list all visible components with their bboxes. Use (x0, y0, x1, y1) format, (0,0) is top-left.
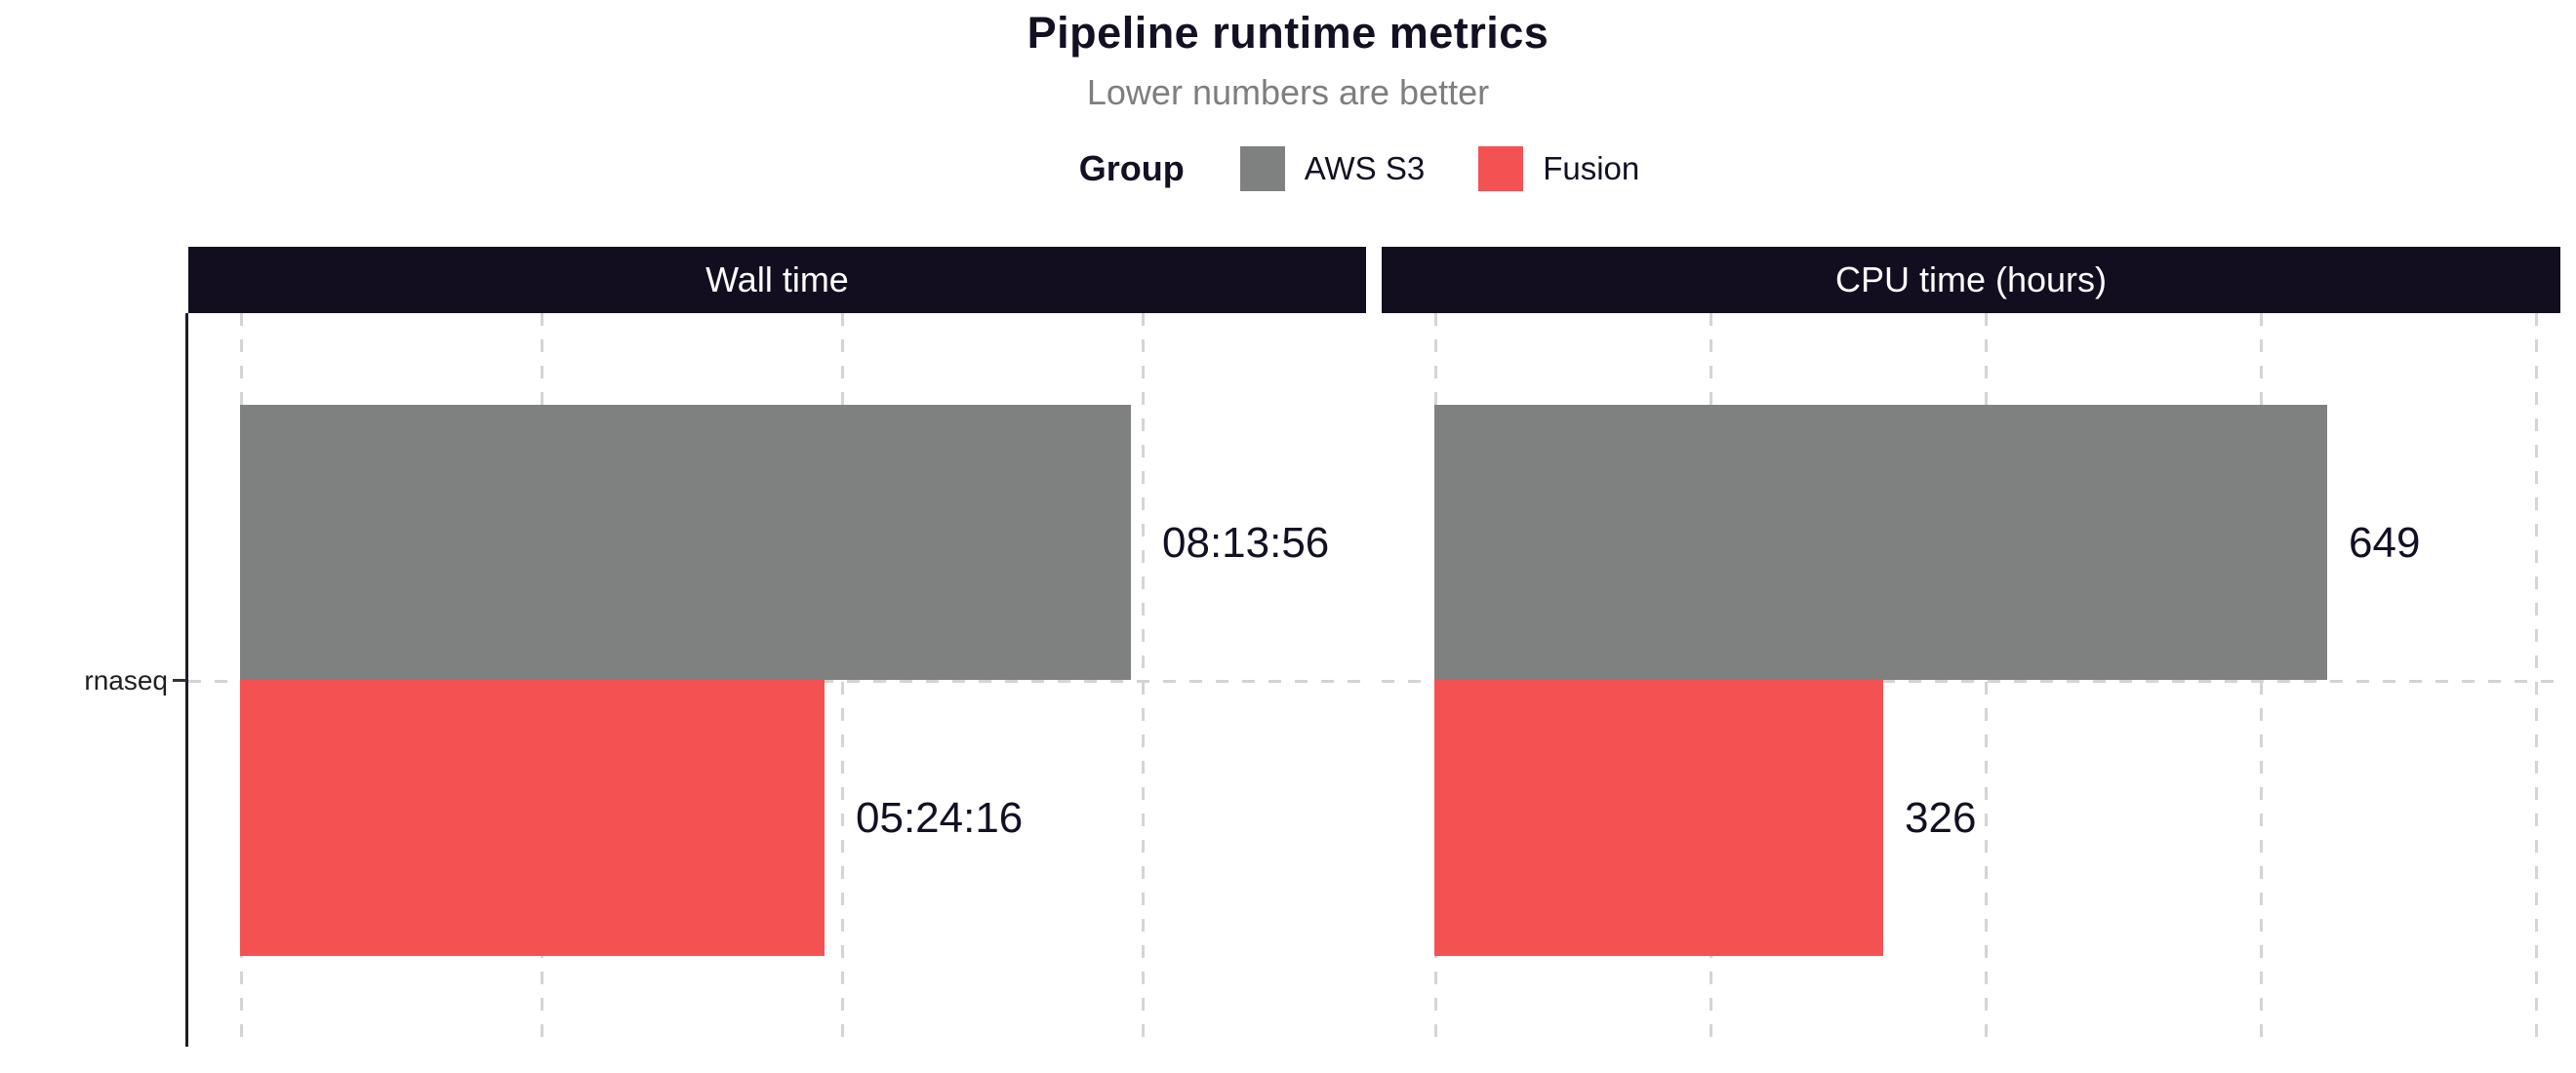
fusion-swatch-icon (1478, 146, 1524, 191)
bar-value-cpu-aws-s3: 649 (2349, 519, 2421, 567)
bar-wall-aws-s3 (240, 405, 1131, 680)
bar-value-cpu-fusion: 326 (1905, 794, 1977, 842)
legend-item-aws-s3: AWS S3 (1239, 146, 1426, 191)
y-axis-tick (173, 679, 186, 682)
bar-cpu-fusion (1434, 680, 1883, 956)
bar-value-wall-aws-s3: 08:13:56 (1162, 519, 1330, 567)
gridline-category (1382, 680, 2560, 683)
facet-strip-cpu-time: CPU time (hours) (1382, 247, 2560, 313)
legend-label-aws-s3: AWS S3 (1304, 150, 1426, 186)
aws-s3-swatch-icon (1239, 146, 1285, 191)
y-axis-category-label: rnaseq (84, 665, 168, 695)
panel-wall-time: 08:13:56 05:24:16 (188, 313, 1366, 1047)
chart-subtitle: Lower numbers are better (1086, 72, 1490, 112)
y-axis-line (185, 313, 188, 1047)
bar-value-wall-fusion: 05:24:16 (856, 794, 1024, 842)
facet-strip-wall-time: Wall time (188, 247, 1366, 313)
legend: Group AWS S3 Fusion (71, 146, 2576, 191)
bar-wall-fusion (240, 680, 825, 956)
bar-cpu-aws-s3 (1434, 405, 2327, 680)
chart-title: Pipeline runtime metrics (1026, 8, 1550, 58)
legend-title: Group (1078, 148, 1185, 188)
legend-item-fusion: Fusion (1478, 146, 1639, 191)
legend-label-fusion: Fusion (1543, 150, 1640, 186)
panel-cpu-time: 649 326 (1382, 313, 2560, 1047)
